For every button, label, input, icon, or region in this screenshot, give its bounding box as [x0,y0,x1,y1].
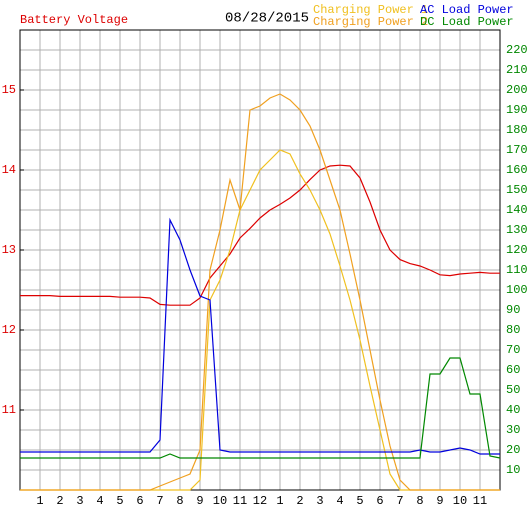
x-tick-label: 1 [36,494,43,508]
y2-tick-label: 190 [506,103,527,117]
x-tick-label: 5 [116,494,123,508]
y-tick-label: 15 [2,83,16,97]
y-tick-label: 11 [2,403,16,417]
x-tick-label: 10 [213,494,227,508]
y2-tick-label: 160 [506,163,527,177]
x-tick-label: 3 [76,494,83,508]
y-tick-label: 12 [2,323,16,337]
chart-title: 08/28/2015 [225,11,309,27]
series-line [20,164,500,306]
legend-label: Charging Power 1 [313,3,428,17]
y2-tick-label: 50 [506,383,520,397]
x-tick-label: 12 [253,494,267,508]
x-tick-label: 3 [316,494,323,508]
x-tick-label: 6 [376,494,383,508]
y2-tick-label: 90 [506,303,520,317]
x-tick-label: 11 [233,494,247,508]
y2-tick-label: 60 [506,363,520,377]
x-tick-label: 1 [276,494,283,508]
x-tick-label: 9 [436,494,443,508]
x-tick-label: 5 [356,494,363,508]
x-tick-label: 8 [416,494,423,508]
y2-tick-label: 150 [506,183,527,197]
y2-tick-label: 220 [506,43,527,57]
x-tick-label: 8 [176,494,183,508]
x-tick-label: 7 [396,494,403,508]
legend-label: Battery Voltage [20,13,128,27]
plot-border [19,29,501,491]
legend-label: DC Load Power [420,15,514,29]
y2-tick-label: 20 [506,443,520,457]
series-line [20,357,501,459]
x-tick-label: 2 [56,494,63,508]
y-tick-label: 13 [2,243,16,257]
series-line [20,93,500,491]
legend-label: Charging Power 2 [313,15,428,29]
x-tick-label: 7 [156,494,163,508]
x-tick-label: 11 [473,494,487,508]
y2-tick-label: 40 [506,403,520,417]
y2-tick-label: 170 [506,143,527,157]
y2-tick-label: 110 [506,263,527,277]
y2-tick-label: 10 [506,463,520,477]
y2-tick-label: 120 [506,243,527,257]
series-line [20,217,500,455]
y2-tick-label: 200 [506,83,527,97]
y-tick-label: 14 [2,163,16,177]
x-tick-label: 9 [196,494,203,508]
y2-tick-label: 70 [506,343,520,357]
x-tick-label: 10 [453,494,467,508]
y2-tick-label: 30 [506,423,520,437]
legend-label: AC Load Power [420,3,514,17]
x-tick-label: 4 [336,494,343,508]
y2-tick-label: 80 [506,323,520,337]
y2-tick-label: 100 [506,283,527,297]
y2-tick-label: 140 [506,203,527,217]
x-tick-label: 4 [96,494,103,508]
y2-tick-label: 210 [506,63,527,77]
x-tick-label: 2 [296,494,303,508]
y2-tick-label: 180 [506,123,527,137]
y2-tick-label: 130 [506,223,527,237]
x-tick-label: 6 [136,494,143,508]
